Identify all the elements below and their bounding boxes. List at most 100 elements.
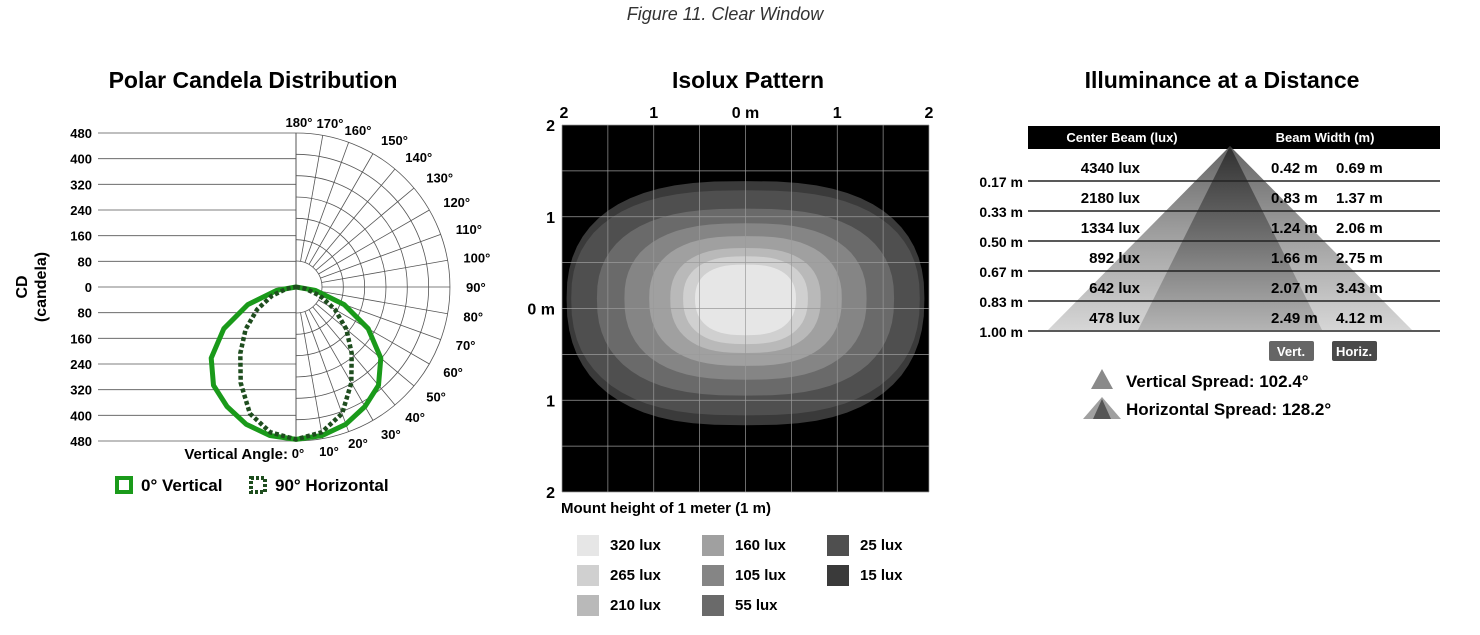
table-distance-label: 1.00 m [979, 324, 1023, 340]
isolux-legend-label: 160 lux [735, 537, 787, 554]
polar-radial-tick-label: 240 [70, 203, 92, 218]
table-center-lux: 4340 lux [1081, 160, 1141, 177]
badge-horiz [1332, 341, 1377, 361]
polar-spoke [300, 312, 324, 439]
polar-angle-tick-label: 40° [405, 410, 425, 425]
isolux-left-tick: 2 [546, 118, 555, 135]
table-distance-label: 0.50 m [979, 234, 1023, 250]
polar-angle-tick-label: 180° [286, 115, 313, 130]
polar-spoke [318, 209, 430, 275]
isolux-top-tick: 2 [925, 105, 934, 122]
table-horiz-width: 0.69 m [1336, 160, 1383, 177]
table-vert-width: 2.07 m [1271, 280, 1318, 297]
isolux-legend-swatch [577, 595, 599, 616]
isolux-top-tick: 1 [833, 105, 842, 122]
table-vert-width: 1.66 m [1271, 250, 1318, 267]
isolux-grid [561, 124, 930, 493]
polar-spoke [321, 259, 448, 283]
isolux-legend-label: 210 lux [610, 597, 662, 614]
polar-chart-title: Polar Candela Distribution [109, 67, 398, 93]
polar-radial-tick-label: 320 [70, 383, 92, 398]
polar-ylabel-line1: CD [14, 275, 31, 298]
polar-spoke [321, 291, 448, 315]
polar-angle-ticks: 0° 10° 20° 30° 40°50° 60° 70° 80° 90° 100° 110° 120… [286, 115, 491, 461]
legend-label-vertical: 0° Vertical [141, 476, 222, 495]
table-horiz-width: 1.37 m [1336, 190, 1383, 207]
badge-vert [1269, 341, 1314, 361]
table-horiz-width: 4.12 m [1336, 310, 1383, 327]
table-vert-width: 1.24 m [1271, 220, 1318, 237]
table-vert-width: 2.49 m [1271, 310, 1318, 327]
isolux-legend-swatch [827, 535, 849, 556]
legend-swatch-vertical [115, 476, 133, 494]
polar-angle-tick-label: 170° [317, 116, 344, 131]
polar-radial-tick-label: 320 [70, 177, 92, 192]
polar-chart: Polar Candela Distribution CD (candela) … [14, 67, 490, 495]
header-beam-width: Beam Width (m) [1276, 130, 1375, 145]
polar-angle-tick-label: 140° [405, 150, 432, 165]
isolux-legend-swatch [702, 595, 724, 616]
polar-angle-tick-label: 30° [381, 427, 401, 442]
isolux-left-tick: 1 [546, 393, 555, 410]
table-distance-label: 0.33 m [979, 204, 1023, 220]
isolux-legend-swatch [577, 565, 599, 586]
polar-angle-tick-label: 150° [381, 133, 408, 148]
polar-radial-tick-label: 80 [78, 254, 92, 269]
table-header-bar [1028, 126, 1440, 149]
polar-angle-tick-label: 60° [443, 365, 463, 380]
isolux-legend-label: 55 lux [735, 597, 778, 614]
polar-angle-tick-label: 0° [292, 446, 304, 461]
vertical-spread-icon [1091, 369, 1113, 389]
isolux-left-tick: 2 [546, 485, 555, 502]
isolux-legend-swatch [702, 565, 724, 586]
polar-spoke [312, 306, 396, 406]
polar-spoke [312, 168, 396, 268]
isolux-top-tick: 0 m [732, 105, 760, 122]
table-vert-width: 0.83 m [1271, 190, 1318, 207]
isolux-legend-label: 265 lux [610, 567, 662, 584]
polar-angle-tick-label: 100° [463, 250, 490, 265]
table-center-lux: 2180 lux [1081, 190, 1141, 207]
polar-radial-tick-label: 400 [70, 152, 92, 167]
table-center-lux: 642 lux [1089, 280, 1141, 297]
table-center-lux: 892 lux [1089, 250, 1141, 267]
vertical-beam-cone [1138, 146, 1322, 330]
isolux-top-tick: 1 [649, 105, 658, 122]
isolux-left-tick: 0 m [527, 302, 555, 319]
table-center-lux: 1334 lux [1081, 220, 1141, 237]
illuminance-title: Illuminance at a Distance [1085, 67, 1360, 93]
isolux-legend-swatch [577, 535, 599, 556]
polar-radial-tick-label: 480 [70, 126, 92, 141]
horizontal-spread-label: Horizontal Spread: 128.2° [1126, 400, 1331, 419]
badge-vert-label: Vert. [1277, 344, 1305, 359]
polar-radial-tick-label: 80 [78, 306, 92, 321]
isolux-legend-label: 320 lux [610, 537, 662, 554]
polar-grid [98, 132, 451, 442]
isolux-legend-swatch [827, 565, 849, 586]
legend-swatch-horizontal [249, 476, 267, 494]
polar-angle-tick-label: 80° [463, 310, 483, 325]
polar-radial-ticks: 480 400 320 240 160 80 0 80 160 240 320 400 480 [70, 126, 92, 449]
polar-angle-tick-label: 90° [466, 280, 486, 295]
table-horiz-width: 2.75 m [1336, 250, 1383, 267]
isolux-left-tick: 1 [546, 210, 555, 227]
polar-radial-tick-label: 400 [70, 408, 92, 423]
polar-spoke [304, 311, 350, 432]
table-center-lux: 478 lux [1089, 310, 1141, 327]
table-vert-width: 0.42 m [1271, 160, 1318, 177]
polar-spoke [315, 303, 415, 387]
table-rows: 0.17 m 4340 lux 0.42 m 0.69 m 0.33 m 2180 lux… [979, 160, 1440, 340]
badge-horiz-label: Horiz. [1336, 344, 1372, 359]
polar-series [208, 284, 384, 442]
polar-spoke [304, 142, 350, 263]
vertical-spread-label: Vertical Spread: 102.4° [1126, 372, 1309, 391]
header-center-beam: Center Beam (lux) [1066, 130, 1177, 145]
polar-angle-axis-label: Vertical Angle: [184, 446, 288, 463]
polar-spoke [320, 233, 441, 279]
table-distance-label: 0.67 m [979, 264, 1023, 280]
polar-spoke [308, 153, 374, 265]
horizontal-spread-icon-inner [1093, 399, 1111, 419]
